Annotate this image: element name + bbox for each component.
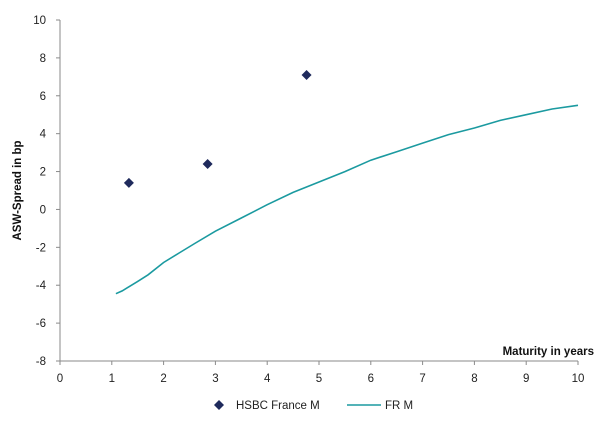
- y-tick-label: 10: [33, 15, 46, 27]
- ticks: -8 -6 -4 -2 0 2 4 6 8 10 0 1 2 3 4 5 6 7 8 9 10: [33, 15, 584, 385]
- x-tick-label: 1: [109, 373, 115, 385]
- y-tick-label: -4: [36, 280, 47, 292]
- hsbc-france-m-point: [202, 158, 213, 169]
- legend: HSBC France M FR M: [214, 400, 413, 412]
- x-tick-label: 4: [264, 373, 271, 385]
- y-tick-label: -8: [36, 356, 46, 368]
- y-tick-label: 0: [40, 204, 46, 216]
- fr-m-line: [115, 104, 579, 295]
- hsbc-france-m-point: [123, 177, 134, 188]
- legend-label-fr: FR M: [385, 400, 413, 412]
- x-tick-label: 0: [57, 373, 63, 385]
- x-axis-title: Maturity in years: [503, 346, 594, 358]
- x-tick-label: 6: [368, 373, 374, 385]
- x-tick-label: 10: [572, 373, 585, 385]
- y-tick-label: 8: [40, 53, 46, 65]
- axes: [59, 20, 578, 362]
- x-tick-label: 7: [419, 373, 425, 385]
- x-tick-label: 5: [316, 373, 322, 385]
- y-axis-title: ASW-Spread in bp: [12, 140, 24, 240]
- y-tick-label: 2: [40, 167, 46, 179]
- legend-label-hsbc: HSBC France M: [236, 400, 320, 412]
- x-tick-label: 9: [523, 373, 529, 385]
- y-tick-label: -6: [36, 318, 46, 330]
- series: [115, 69, 579, 295]
- hsbc-france-m-point: [301, 69, 312, 80]
- x-tick-label: 3: [212, 373, 218, 385]
- y-tick-label: 4: [40, 129, 47, 141]
- y-tick-label: -2: [36, 242, 46, 254]
- y-tick-label: 6: [40, 91, 46, 103]
- legend-diamond-icon: [214, 400, 224, 410]
- x-tick-label: 8: [471, 373, 477, 385]
- x-tick-label: 2: [160, 373, 166, 385]
